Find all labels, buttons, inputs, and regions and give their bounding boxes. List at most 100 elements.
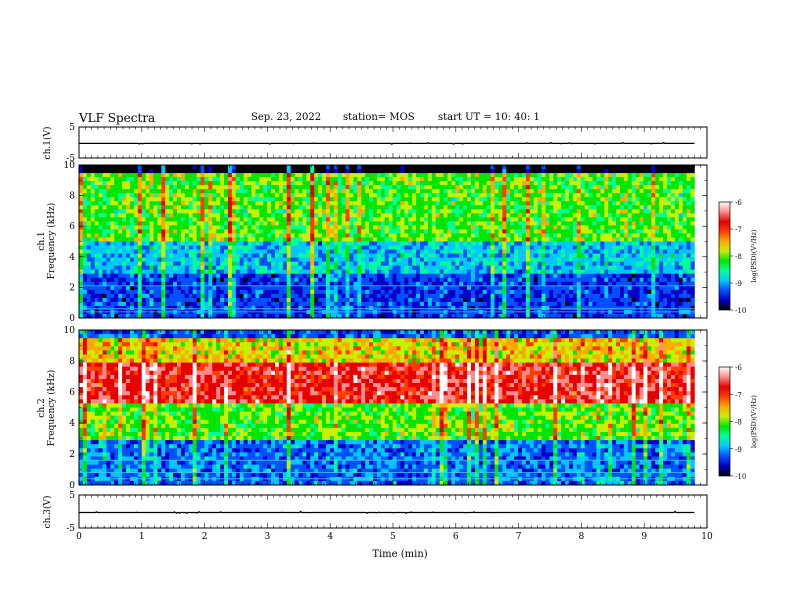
spectrogram-cell — [137, 249, 143, 254]
spectrogram-cell — [384, 169, 389, 174]
spectrogram-cell — [486, 197, 491, 202]
spectrogram-cell — [514, 205, 519, 210]
spectrogram-cell — [521, 173, 527, 178]
spectrogram-cell — [275, 185, 280, 190]
spectrogram-cell — [357, 269, 362, 275]
spectrogram-cell — [153, 221, 158, 226]
spectrogram-cell — [126, 165, 131, 170]
spectrogram-cell — [310, 237, 315, 242]
spectrogram-cell — [141, 225, 146, 230]
spectrogram-cell — [557, 193, 562, 198]
spectrogram-cell — [447, 253, 452, 258]
spectrogram-cell — [298, 261, 303, 266]
spectrogram-cell — [255, 281, 260, 287]
spectrogram-cell — [169, 193, 174, 198]
spectrogram-cell — [290, 221, 295, 226]
spectrogram-cell — [149, 301, 154, 307]
spectrogram-cell — [267, 209, 272, 214]
spectrogram-cell — [114, 237, 119, 242]
spectrogram-cell — [129, 253, 135, 258]
spectrogram-cell — [271, 165, 276, 170]
spectrogram-cell — [502, 313, 507, 319]
spectrogram-cell — [169, 253, 174, 258]
spectrogram-cell — [200, 189, 205, 194]
spectrogram-cell — [349, 213, 354, 218]
spectrogram-cell — [459, 301, 464, 307]
spectrogram-cell — [514, 209, 519, 214]
spectrogram-cell — [318, 165, 323, 170]
spectrogram-cell — [122, 241, 127, 246]
spectrogram-cell — [490, 253, 495, 258]
spectrogram-cell — [525, 293, 531, 299]
spectrogram-cell — [345, 297, 350, 303]
spectrogram-cell — [549, 233, 554, 238]
spectrogram-cell — [541, 289, 546, 295]
spectrogram-cell — [177, 257, 182, 262]
spectrogram-cell — [227, 261, 233, 266]
spectrogram-cell — [224, 181, 229, 186]
spectrogram-cell — [404, 281, 409, 287]
spectrogram-cell — [271, 257, 276, 262]
spectrogram-cell — [443, 225, 448, 230]
spectrogram-cell — [553, 277, 558, 283]
spectrogram-cell — [267, 313, 272, 319]
spectrogram-cell — [533, 177, 538, 182]
spectrogram-cell — [490, 217, 495, 222]
spectrogram-cell — [161, 305, 166, 311]
spectrogram-cell — [118, 249, 123, 254]
spectrogram-cell — [141, 273, 146, 279]
spectrogram-cell — [451, 249, 456, 254]
spectrogram-cell — [302, 169, 307, 174]
spectrogram-cell — [459, 237, 464, 242]
spectrogram-cell — [79, 213, 84, 218]
spectrogram-cell — [216, 189, 221, 194]
spectrogram-cell — [106, 225, 111, 230]
spectrogram-cell — [153, 237, 158, 242]
spectrogram-cell — [267, 277, 272, 283]
spectrogram-cell — [243, 277, 248, 283]
spectrogram-cell — [298, 209, 303, 214]
spectrogram-cell — [102, 269, 107, 275]
spectrogram-cell — [192, 269, 197, 275]
spectrogram-cell — [102, 201, 107, 206]
spectrogram-cell — [133, 297, 139, 303]
spectrogram-cell — [259, 305, 264, 311]
spectrogram-cell — [122, 249, 127, 254]
spectrogram-cell — [486, 185, 491, 190]
spectrogram-cell — [196, 241, 201, 246]
spectrogram-cell — [278, 205, 284, 210]
spectrogram-cell — [122, 237, 127, 242]
spectrogram-cell — [302, 297, 307, 303]
spectrogram-cell — [341, 189, 346, 194]
spectrogram-cell — [384, 249, 389, 254]
spectrogram-cell — [98, 237, 103, 242]
spectrogram-cell — [192, 225, 197, 230]
spectrogram-cell — [396, 205, 401, 210]
spectrogram-cell — [455, 189, 460, 194]
spectrogram-cell — [141, 205, 146, 210]
spectrogram-cell — [82, 169, 88, 174]
spectrogram-cell — [353, 245, 358, 250]
spectrogram-cell — [533, 301, 538, 307]
spectrogram-cell — [110, 269, 115, 275]
spectrogram-cell — [149, 213, 154, 218]
spectrogram-cell — [239, 261, 244, 266]
spectrogram-cell — [541, 277, 546, 283]
spectrogram-cell — [349, 225, 354, 230]
spectrogram-cell — [471, 293, 476, 299]
spectrogram-cell — [106, 165, 111, 170]
spectrogram-cell — [416, 189, 421, 194]
spectrogram-cell — [553, 189, 558, 194]
spectrogram-cell — [412, 201, 417, 206]
spectrogram-cell — [216, 165, 221, 170]
spectrogram-cell — [86, 297, 92, 303]
spectrogram-cell — [224, 173, 229, 178]
spectrogram-cell — [227, 181, 233, 186]
spectrogram-cell — [259, 233, 264, 238]
spectrogram-cell — [396, 225, 401, 230]
spectrogram-cell — [416, 257, 421, 262]
spectrogram-cell — [494, 213, 499, 218]
spectrogram-cell — [463, 197, 468, 202]
spectrogram-cell — [361, 301, 366, 307]
spectrogram-cell — [216, 237, 221, 242]
